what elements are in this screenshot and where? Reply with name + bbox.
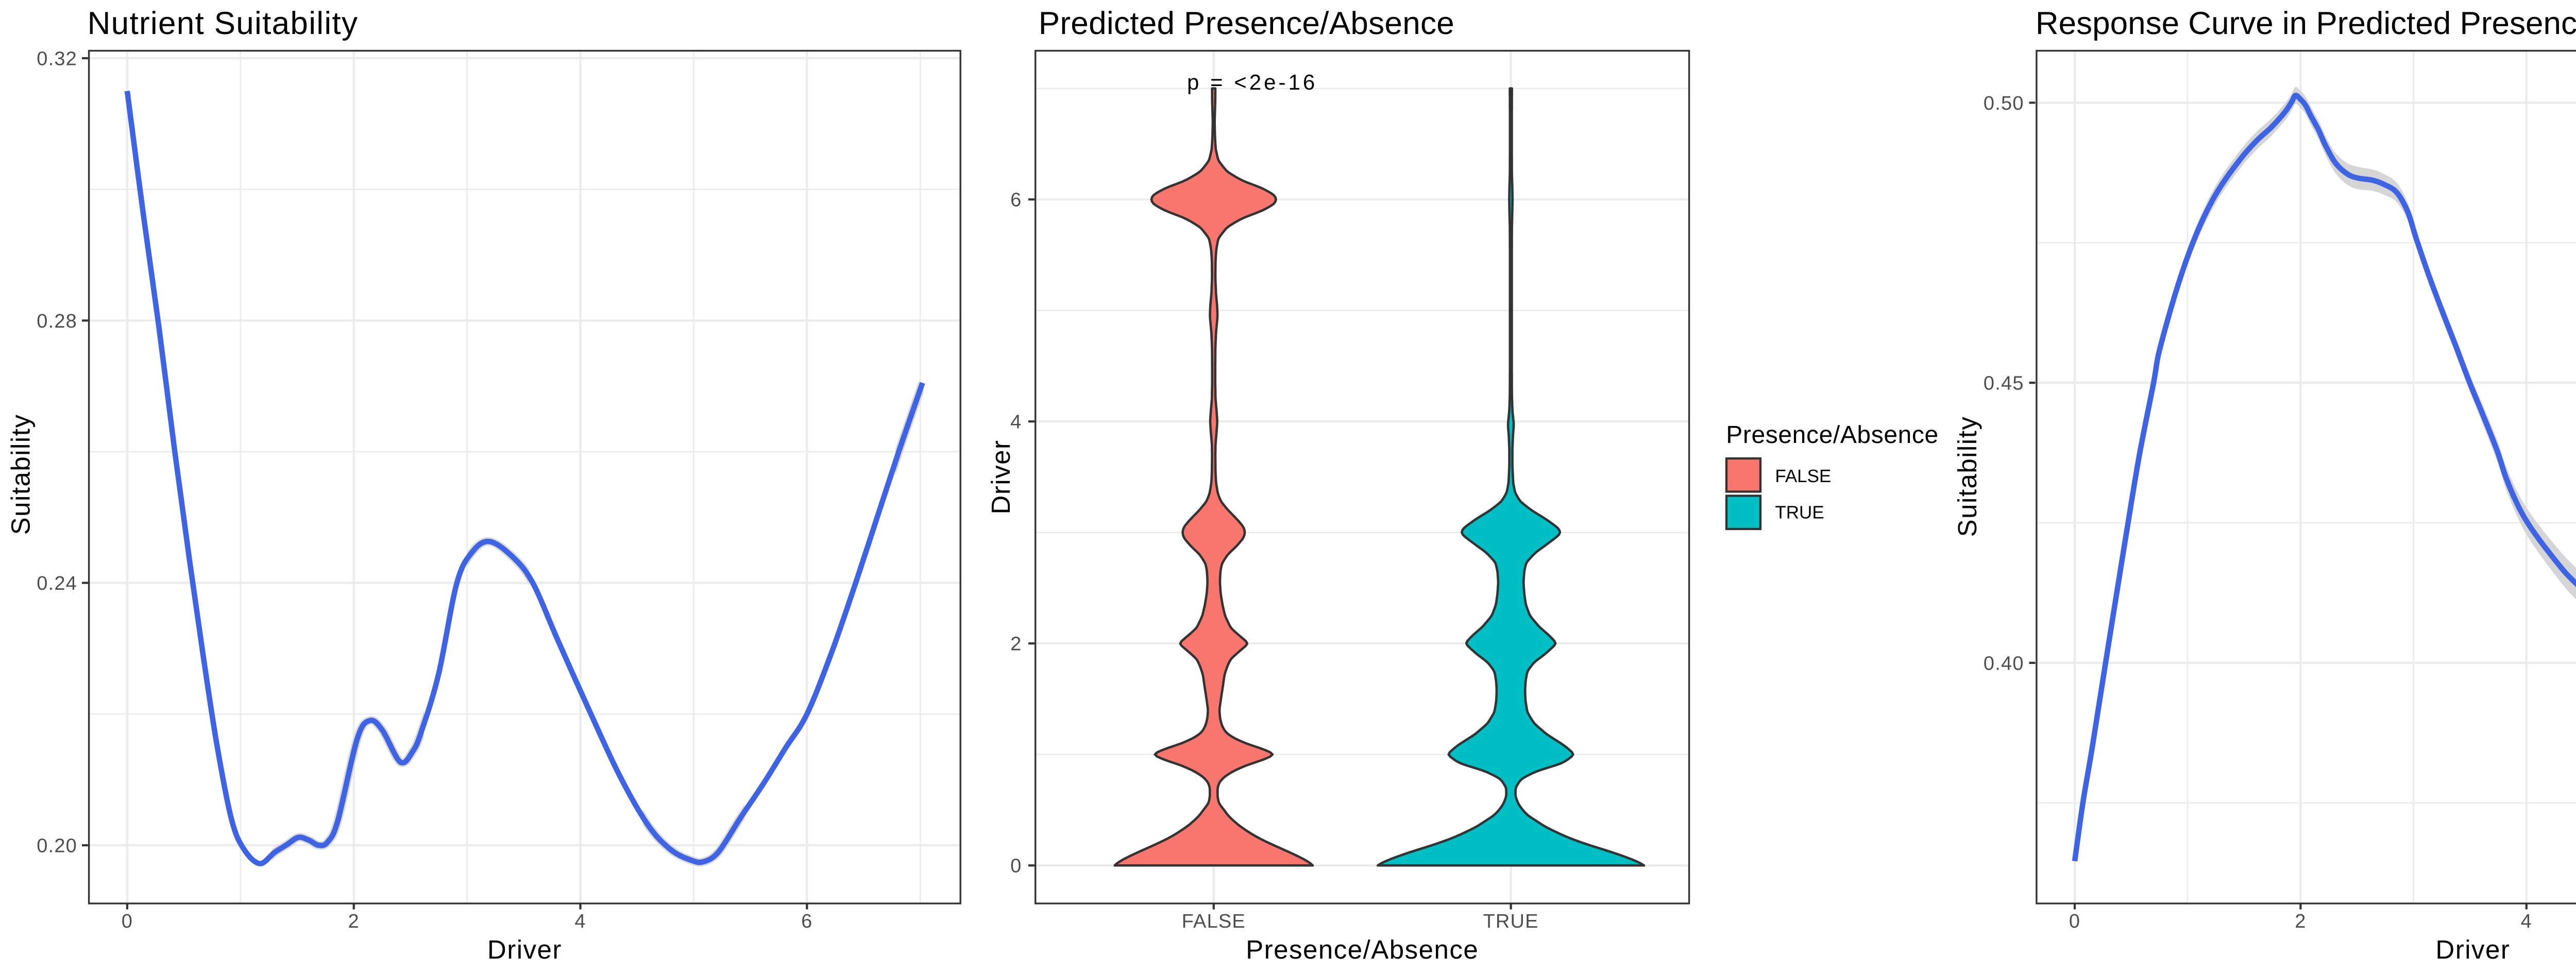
svg-text:Response Curve in Predicted Pr: Response Curve in Predicted Presence Are… [2036, 6, 2576, 41]
svg-text:0.40: 0.40 [1984, 653, 2024, 674]
svg-text:2: 2 [1010, 634, 1022, 655]
svg-text:Suitability: Suitability [1953, 416, 1982, 537]
svg-text:TRUE: TRUE [1775, 503, 1824, 523]
svg-text:0.28: 0.28 [37, 311, 77, 332]
svg-text:6: 6 [801, 911, 812, 932]
svg-text:Presence/Absence: Presence/Absence [1726, 421, 1939, 449]
svg-text:2: 2 [2295, 911, 2306, 932]
svg-text:0.24: 0.24 [37, 573, 77, 594]
svg-text:Nutrient Suitability: Nutrient Suitability [88, 6, 359, 41]
svg-text:FALSE: FALSE [1775, 466, 1831, 486]
svg-text:Driver: Driver [487, 935, 562, 964]
svg-text:TRUE: TRUE [1483, 911, 1538, 932]
svg-text:0.50: 0.50 [1984, 93, 2024, 114]
svg-text:Presence/Absence: Presence/Absence [1246, 935, 1479, 964]
svg-text:6: 6 [1010, 190, 1022, 211]
svg-text:Driver: Driver [2435, 935, 2510, 964]
svg-text:0: 0 [122, 911, 133, 932]
svg-text:Suitability: Suitability [6, 414, 36, 535]
svg-text:p = <2e-16: p = <2e-16 [1187, 70, 1317, 94]
svg-text:0: 0 [1010, 856, 1022, 877]
svg-text:0.45: 0.45 [1984, 373, 2024, 395]
svg-text:FALSE: FALSE [1182, 911, 1246, 932]
svg-text:4: 4 [1010, 412, 1022, 433]
svg-text:0: 0 [2069, 911, 2080, 932]
svg-text:0.32: 0.32 [37, 48, 77, 70]
svg-text:Driver: Driver [986, 440, 1015, 515]
svg-text:0.20: 0.20 [37, 835, 77, 857]
svg-text:4: 4 [574, 911, 586, 932]
svg-text:Predicted Presence/Absence: Predicted Presence/Absence [1039, 6, 1454, 41]
svg-text:4: 4 [2521, 911, 2532, 932]
svg-text:2: 2 [348, 911, 360, 932]
